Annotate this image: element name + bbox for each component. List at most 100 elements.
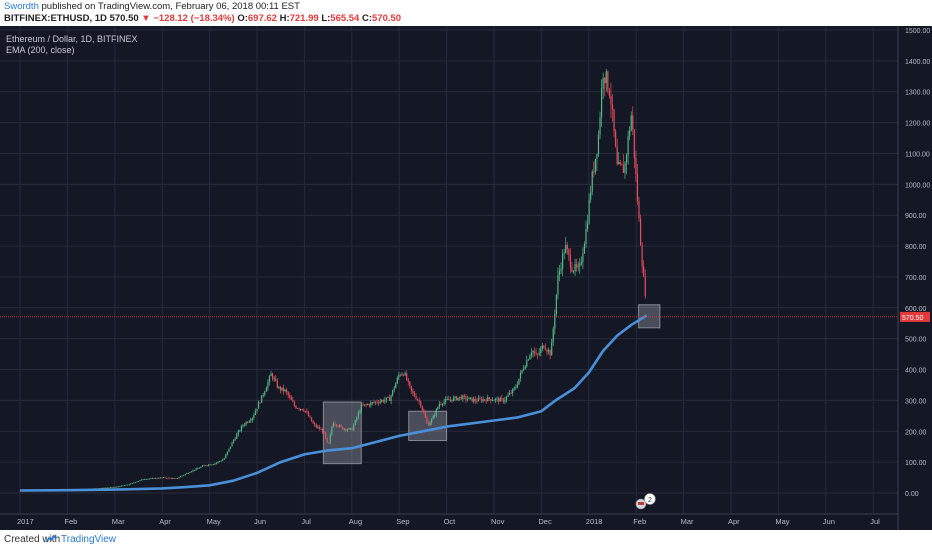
candle-body: [624, 162, 626, 173]
price-chart[interactable]: 1500.00 1400.00 1300.00 1200.00 1100.00 1000.…: [0, 26, 932, 530]
x-tick-label: May: [775, 517, 789, 526]
candle-body: [339, 425, 341, 427]
candle-body: [137, 480, 140, 482]
candle-body: [134, 482, 136, 484]
candle-body: [629, 130, 631, 137]
candle-body: [451, 399, 453, 402]
candle-body: [183, 475, 185, 476]
y-tick-label: 500.00: [905, 337, 927, 344]
y-tick-label: 1500.00: [905, 28, 930, 35]
candle-body: [142, 479, 144, 481]
candle-body: [530, 352, 533, 356]
candle-body: [636, 174, 639, 201]
candle-body: [287, 392, 289, 396]
candle-body: [267, 381, 269, 389]
candle-body: [348, 428, 350, 430]
candle-body: [621, 164, 623, 165]
candle-body: [321, 429, 324, 432]
candle-body: [120, 485, 122, 487]
candle-body: [275, 378, 277, 381]
open-value: 697.62: [247, 13, 277, 24]
x-tick-label: Mar: [112, 517, 125, 526]
candle-body: [423, 409, 425, 413]
candle-body: [571, 267, 573, 272]
candle-body: [625, 155, 628, 163]
y-tick-label: 400.00: [905, 368, 927, 375]
candle-body: [349, 428, 352, 429]
candle-body: [563, 252, 565, 254]
x-tick-label: Jun: [823, 517, 835, 526]
candle-body: [488, 397, 490, 400]
candle-body: [284, 389, 286, 392]
candle-body: [535, 353, 537, 355]
candle-body: [301, 409, 303, 411]
candle-body: [633, 129, 635, 159]
candle-body: [345, 428, 347, 431]
candle-body: [532, 351, 534, 353]
candle-body: [194, 470, 196, 471]
candle-body: [161, 477, 163, 479]
candle-body: [429, 422, 431, 426]
candle-body: [376, 401, 378, 403]
author-link[interactable]: Swordth: [4, 1, 39, 12]
candle-body: [335, 424, 338, 426]
candle-body: [643, 266, 645, 277]
candle-body: [310, 417, 313, 422]
candle-body: [541, 345, 543, 349]
candle-body: [505, 396, 508, 400]
candle-body: [331, 427, 333, 435]
y-tick-label: 300.00: [905, 398, 927, 405]
tradingview-logo-icon: [45, 535, 57, 543]
footer: Created with TradingView: [0, 530, 932, 550]
candle-body: [641, 245, 643, 267]
candle-body: [562, 253, 564, 269]
candle-body: [251, 418, 253, 421]
candle-body: [208, 464, 210, 466]
down-arrow-icon: ▼: [141, 13, 151, 24]
candle-body: [574, 264, 576, 272]
candle-body: [354, 419, 356, 425]
chart-header: Swordth published on TradingView.com, Fe…: [0, 0, 932, 26]
candle-body: [460, 396, 462, 400]
candle-body: [329, 434, 331, 443]
candle-body: [407, 379, 409, 382]
candle-body: [247, 422, 249, 423]
candle-body: [496, 398, 498, 400]
low-label: L:: [321, 13, 331, 24]
candle-body: [368, 404, 370, 406]
candle-body: [618, 162, 620, 165]
candle-body: [510, 392, 512, 394]
candle-body: [106, 487, 108, 489]
tradingview-brand[interactable]: TradingView: [61, 534, 117, 545]
candle-body: [396, 377, 398, 384]
price-change: −128.12 (−18.34%): [153, 13, 235, 24]
candle-body: [19, 490, 21, 492]
candle-body: [569, 254, 572, 268]
candle-body: [111, 487, 113, 488]
candle-body: [119, 486, 121, 488]
candle-body: [317, 426, 319, 428]
candle-body: [189, 472, 191, 474]
candle-body: [508, 392, 511, 395]
candle-body: [572, 271, 575, 272]
candle-body: [627, 136, 629, 156]
candle-body: [560, 268, 562, 271]
candle-body: [312, 421, 314, 424]
candle-body: [211, 464, 213, 466]
chart-background: [0, 26, 932, 530]
candle-body: [557, 274, 559, 295]
candle-body: [529, 355, 531, 360]
candle-body: [242, 425, 244, 427]
candle-body: [239, 430, 241, 432]
chart-area[interactable]: 1500.00 1400.00 1300.00 1200.00 1100.00 1000.…: [0, 26, 932, 530]
event-count-badge: [644, 493, 656, 505]
candle-body: [471, 397, 473, 402]
candle-body: [314, 423, 316, 425]
candle-body: [148, 478, 151, 480]
candle-body: [325, 432, 327, 438]
candle-body: [190, 471, 193, 473]
candle-body: [605, 71, 607, 84]
candle-body: [416, 399, 419, 401]
x-tick-label: Feb: [64, 517, 77, 526]
candle-body: [303, 410, 305, 411]
